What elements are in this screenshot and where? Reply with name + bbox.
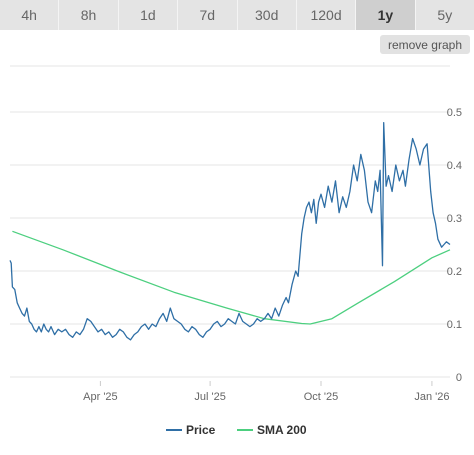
tab-7d[interactable]: 7d [178,0,238,30]
legend-label: SMA 200 [257,423,307,437]
tab-30d[interactable]: 30d [237,0,297,30]
y-tick-label: 0.3 [447,213,462,225]
x-axis: Apr '25 Jul '25 Oct '25 Jan '26 [83,381,449,403]
tab-5y[interactable]: 5y [415,0,474,30]
legend: Price SMA 200 [166,423,307,437]
legend-label: Price [186,423,216,437]
y-tick-label: 0.2 [447,266,462,278]
y-tick-label: 0.5 [447,107,462,119]
tab-8h[interactable]: 8h [59,0,119,30]
tab-120d[interactable]: 120d [296,0,357,30]
x-tick-label: Jan '26 [414,391,449,403]
series-line-sma-200 [12,230,451,325]
series-lines [9,121,451,341]
x-tick-label: Apr '25 [83,391,118,403]
y-tick-label: 0 [456,372,462,384]
grid-lines [10,65,450,378]
remove-graph-button[interactable]: remove graph [379,35,470,54]
price-chart: 0 0.1 0.2 0.3 0.4 0.5 Apr '25 Jul '25 Oct '25 Ja… [9,65,462,437]
x-tick-label: Jul '25 [194,391,225,403]
tab-1y[interactable]: 1y [356,0,416,30]
tab-1d[interactable]: 1d [118,0,179,30]
x-tick-label: Oct '25 [304,391,339,403]
y-axis: 0 0.1 0.2 0.3 0.4 0.5 [447,107,462,384]
series-line-price [9,121,451,341]
y-tick-label: 0.4 [447,160,462,172]
y-tick-label: 0.1 [447,319,462,331]
timeframe-tabs: 4h 8h 1d 7d 30d 120d 1y 5y [0,0,474,30]
tab-4h[interactable]: 4h [0,0,60,30]
